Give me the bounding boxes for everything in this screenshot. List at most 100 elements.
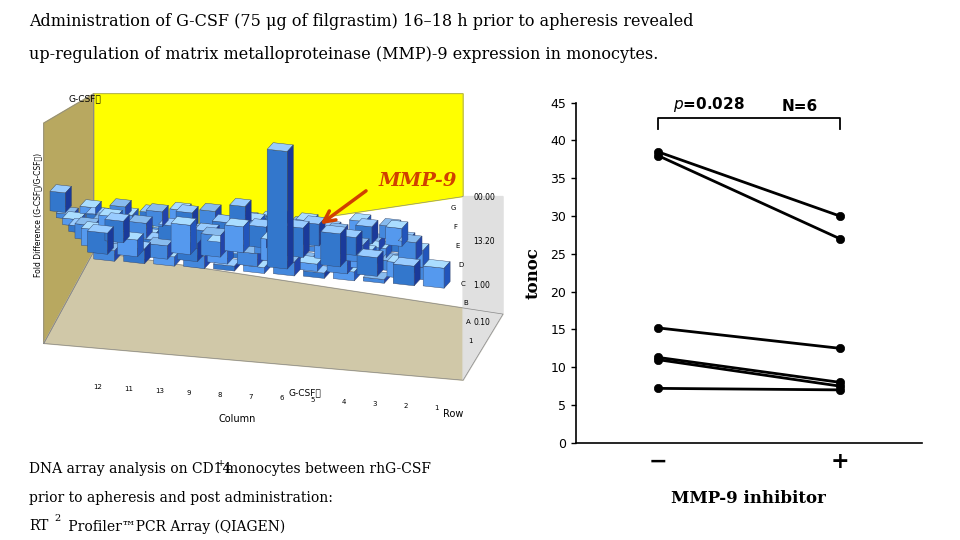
Polygon shape [416, 236, 422, 260]
Text: 13: 13 [156, 388, 164, 394]
Polygon shape [349, 213, 371, 221]
Polygon shape [231, 253, 251, 260]
Text: B: B [463, 300, 468, 306]
Polygon shape [57, 213, 73, 219]
Polygon shape [171, 217, 197, 225]
Polygon shape [147, 237, 174, 246]
Polygon shape [185, 204, 191, 222]
Text: 11: 11 [125, 386, 133, 392]
Polygon shape [345, 244, 363, 262]
Text: prior to apheresis and post administration:: prior to apheresis and post administrati… [29, 491, 333, 505]
X-axis label: MMP-9 inhibitor: MMP-9 inhibitor [671, 490, 827, 507]
Polygon shape [103, 208, 108, 222]
Polygon shape [140, 205, 161, 213]
Text: 4: 4 [342, 399, 346, 405]
Polygon shape [182, 229, 200, 236]
Text: $\it{p}$=0.028: $\it{p}$=0.028 [673, 95, 745, 114]
Text: 12: 12 [94, 384, 103, 390]
Polygon shape [392, 238, 409, 253]
Polygon shape [109, 205, 126, 218]
Polygon shape [362, 239, 379, 251]
Polygon shape [278, 231, 302, 240]
Polygon shape [379, 225, 395, 239]
Text: Column: Column [219, 414, 256, 424]
Polygon shape [147, 244, 168, 259]
Polygon shape [259, 218, 276, 230]
Text: G: G [450, 205, 456, 211]
Polygon shape [134, 234, 154, 245]
Polygon shape [204, 250, 210, 268]
Polygon shape [321, 225, 347, 234]
Polygon shape [259, 211, 281, 219]
Polygon shape [274, 231, 279, 255]
Polygon shape [327, 258, 348, 274]
Y-axis label: tonoc: tonoc [525, 247, 542, 299]
Polygon shape [295, 255, 300, 276]
Polygon shape [296, 219, 312, 239]
Polygon shape [93, 219, 100, 240]
Polygon shape [386, 220, 408, 228]
Polygon shape [290, 217, 311, 225]
Polygon shape [62, 218, 80, 226]
Polygon shape [332, 241, 349, 248]
Polygon shape [213, 264, 234, 271]
Polygon shape [244, 265, 264, 274]
Text: G-CSF前: G-CSF前 [288, 388, 322, 397]
Polygon shape [69, 218, 92, 227]
Text: 2: 2 [55, 514, 61, 523]
Polygon shape [394, 264, 414, 286]
Polygon shape [350, 251, 371, 269]
Polygon shape [305, 218, 311, 232]
Polygon shape [82, 221, 107, 230]
Polygon shape [75, 217, 100, 226]
Polygon shape [129, 215, 153, 224]
Polygon shape [154, 230, 159, 245]
Text: Row: Row [444, 409, 464, 419]
Polygon shape [444, 262, 450, 288]
Polygon shape [132, 209, 138, 224]
Polygon shape [254, 235, 274, 255]
Polygon shape [298, 255, 324, 264]
Polygon shape [243, 220, 250, 253]
Polygon shape [417, 260, 444, 269]
Polygon shape [273, 233, 289, 244]
Polygon shape [176, 205, 199, 213]
Polygon shape [320, 220, 341, 229]
Polygon shape [409, 233, 415, 253]
Polygon shape [99, 208, 123, 217]
Polygon shape [404, 248, 423, 267]
Polygon shape [318, 258, 324, 272]
Polygon shape [252, 213, 258, 234]
Text: 13.20: 13.20 [473, 237, 494, 246]
Polygon shape [213, 257, 240, 266]
Polygon shape [236, 231, 242, 246]
Polygon shape [87, 231, 108, 254]
Polygon shape [116, 213, 132, 224]
Polygon shape [80, 200, 102, 208]
Polygon shape [303, 271, 324, 279]
Polygon shape [178, 235, 204, 244]
Text: 9: 9 [186, 390, 191, 396]
Polygon shape [44, 94, 94, 343]
Polygon shape [158, 218, 182, 226]
Polygon shape [114, 244, 121, 261]
Polygon shape [86, 213, 103, 222]
Polygon shape [333, 263, 360, 272]
Polygon shape [207, 241, 228, 264]
Polygon shape [201, 227, 227, 236]
Polygon shape [206, 227, 212, 243]
Polygon shape [289, 228, 295, 244]
Polygon shape [356, 231, 362, 255]
Polygon shape [303, 264, 330, 273]
Polygon shape [371, 246, 376, 269]
Polygon shape [188, 225, 212, 234]
Polygon shape [335, 222, 341, 234]
Polygon shape [124, 247, 145, 264]
Polygon shape [168, 239, 174, 259]
Polygon shape [285, 226, 303, 258]
Polygon shape [325, 223, 348, 231]
Text: 3: 3 [372, 401, 376, 407]
Polygon shape [357, 255, 377, 276]
Polygon shape [274, 260, 295, 276]
Polygon shape [377, 251, 383, 276]
